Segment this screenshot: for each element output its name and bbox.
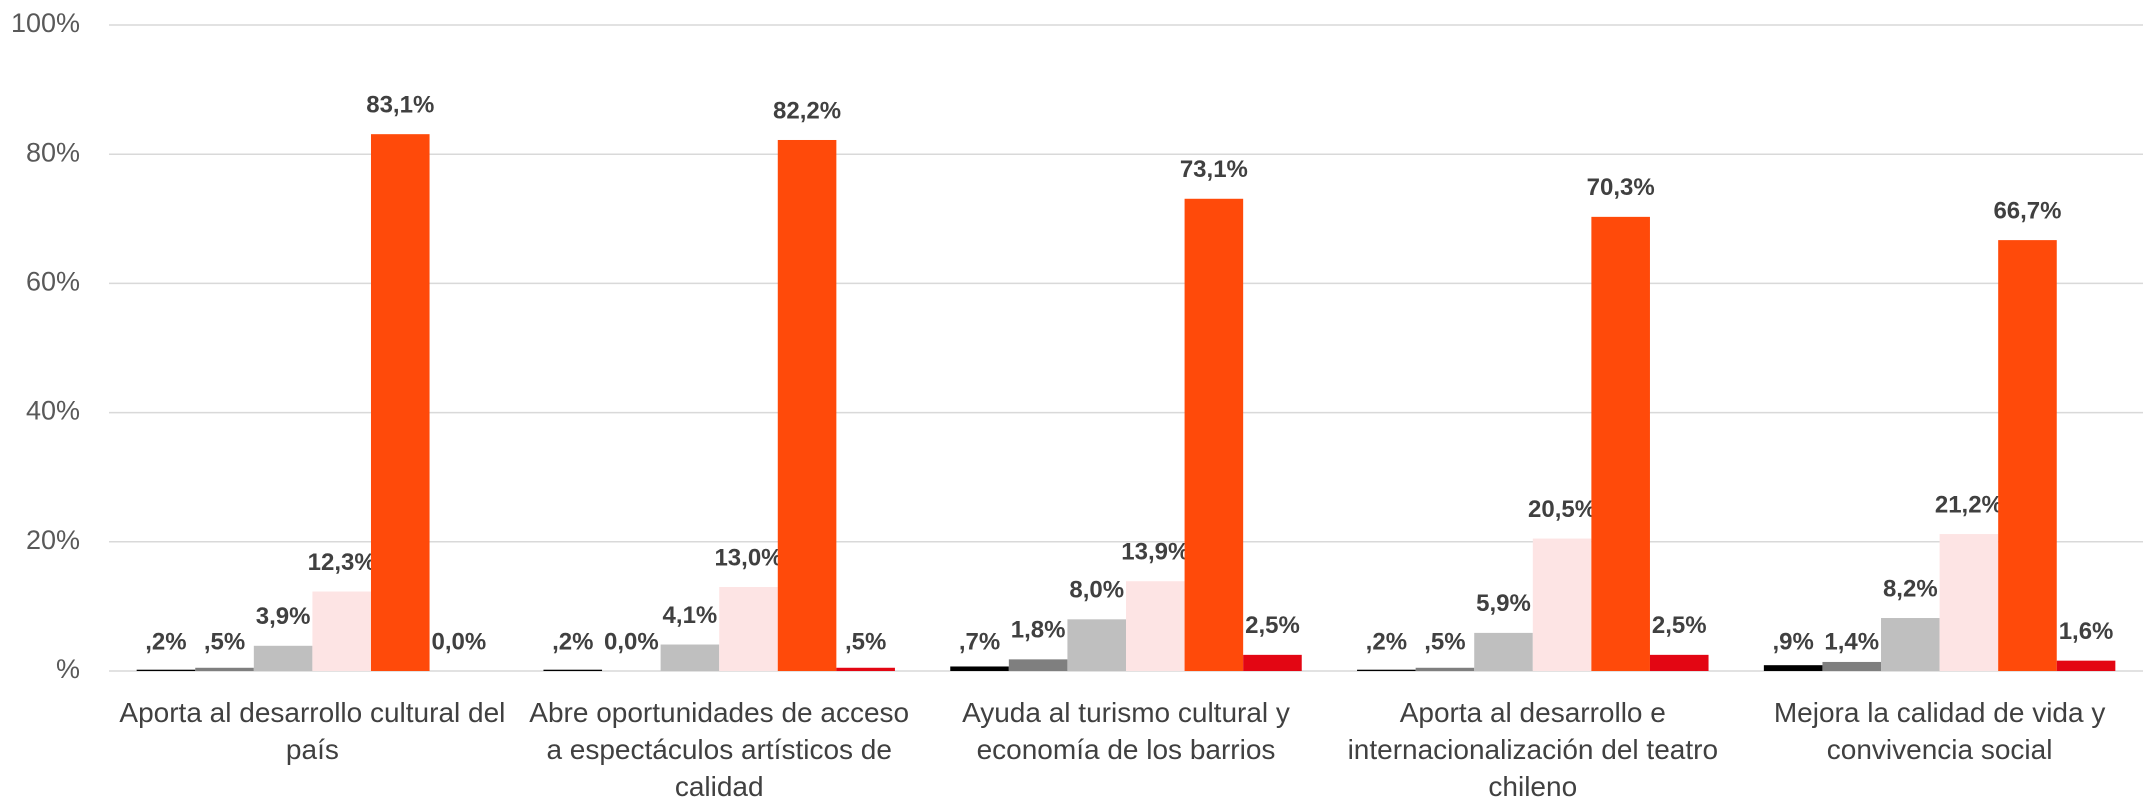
data-label: 70,3% xyxy=(1587,174,1655,201)
data-label: 73,1% xyxy=(1180,156,1248,183)
bar xyxy=(1822,661,1882,671)
bar xyxy=(2056,660,2116,671)
y-tick-label: 60% xyxy=(26,267,80,297)
bar xyxy=(1243,654,1302,671)
data-label: ,5% xyxy=(845,628,886,655)
data-label: 82,2% xyxy=(773,97,841,124)
data-label: 66,7% xyxy=(1993,197,2061,224)
data-label: 5,9% xyxy=(1476,590,1531,617)
data-label: 1,6% xyxy=(2059,618,2114,645)
data-label: 21,2% xyxy=(1935,491,2003,518)
data-label: 2,5% xyxy=(1652,612,1707,639)
bar xyxy=(719,587,778,671)
x-tick-label: Mejora la calidad de vida y convivencia … xyxy=(1773,697,2106,765)
y-tick-label: % xyxy=(56,654,80,684)
data-label: 0,0% xyxy=(431,628,486,655)
bar xyxy=(543,669,603,671)
data-label: 8,0% xyxy=(1069,577,1124,604)
bar xyxy=(1939,534,1999,671)
x-tick-label: Abre oportunidades de acceso a espectácu… xyxy=(529,697,910,802)
x-tick-label: Aporta al desarrollo e internacionalizac… xyxy=(1347,697,1719,802)
bar xyxy=(1998,240,2057,672)
data-label: ,2% xyxy=(145,628,186,655)
data-label: 0,0% xyxy=(604,628,659,655)
bar xyxy=(195,667,254,671)
bar xyxy=(1881,618,1940,671)
bar xyxy=(950,666,1009,671)
bar xyxy=(1008,659,1068,671)
data-label: ,5% xyxy=(1424,628,1465,655)
bar xyxy=(1126,581,1185,671)
data-label: 13,9% xyxy=(1121,539,1189,566)
y-tick-label: 40% xyxy=(26,396,80,426)
data-label: 20,5% xyxy=(1528,496,1596,523)
data-label: 1,4% xyxy=(1824,628,1879,655)
data-label: ,5% xyxy=(204,628,245,655)
data-label: 1,8% xyxy=(1011,617,1066,644)
bar xyxy=(777,139,837,671)
bar xyxy=(1067,619,1126,671)
data-label: 2,5% xyxy=(1245,612,1300,639)
bar xyxy=(1591,216,1650,671)
bar xyxy=(836,667,895,671)
data-label: ,9% xyxy=(1772,628,1813,655)
y-tick-label: 80% xyxy=(26,137,80,167)
data-label: 8,2% xyxy=(1883,575,1938,602)
bar xyxy=(312,591,371,671)
data-label: 3,9% xyxy=(256,603,311,630)
data-label: ,2% xyxy=(1366,628,1407,655)
bar xyxy=(1415,667,1475,671)
bar xyxy=(1649,654,1709,671)
y-tick-label: 100% xyxy=(11,8,80,38)
bar xyxy=(1357,669,1416,671)
bar xyxy=(1184,198,1244,672)
data-label: ,2% xyxy=(552,628,593,655)
bar xyxy=(253,645,313,671)
data-label: 4,1% xyxy=(663,602,718,629)
x-tick-label: Ayuda al turismo cultural y economía de … xyxy=(962,697,1290,765)
bar xyxy=(1474,632,1533,671)
data-label: 12,3% xyxy=(308,549,376,576)
data-label: 13,0% xyxy=(714,544,782,571)
bar xyxy=(1532,538,1592,671)
bar xyxy=(660,644,720,671)
data-label: 83,1% xyxy=(366,92,434,119)
bar xyxy=(1763,665,1823,671)
data-label: ,7% xyxy=(959,628,1000,655)
y-tick-label: 20% xyxy=(26,525,80,555)
bar xyxy=(136,669,196,671)
x-tick-label: Aporta al desarrollo cultural del país xyxy=(119,697,506,765)
bar xyxy=(370,134,430,671)
